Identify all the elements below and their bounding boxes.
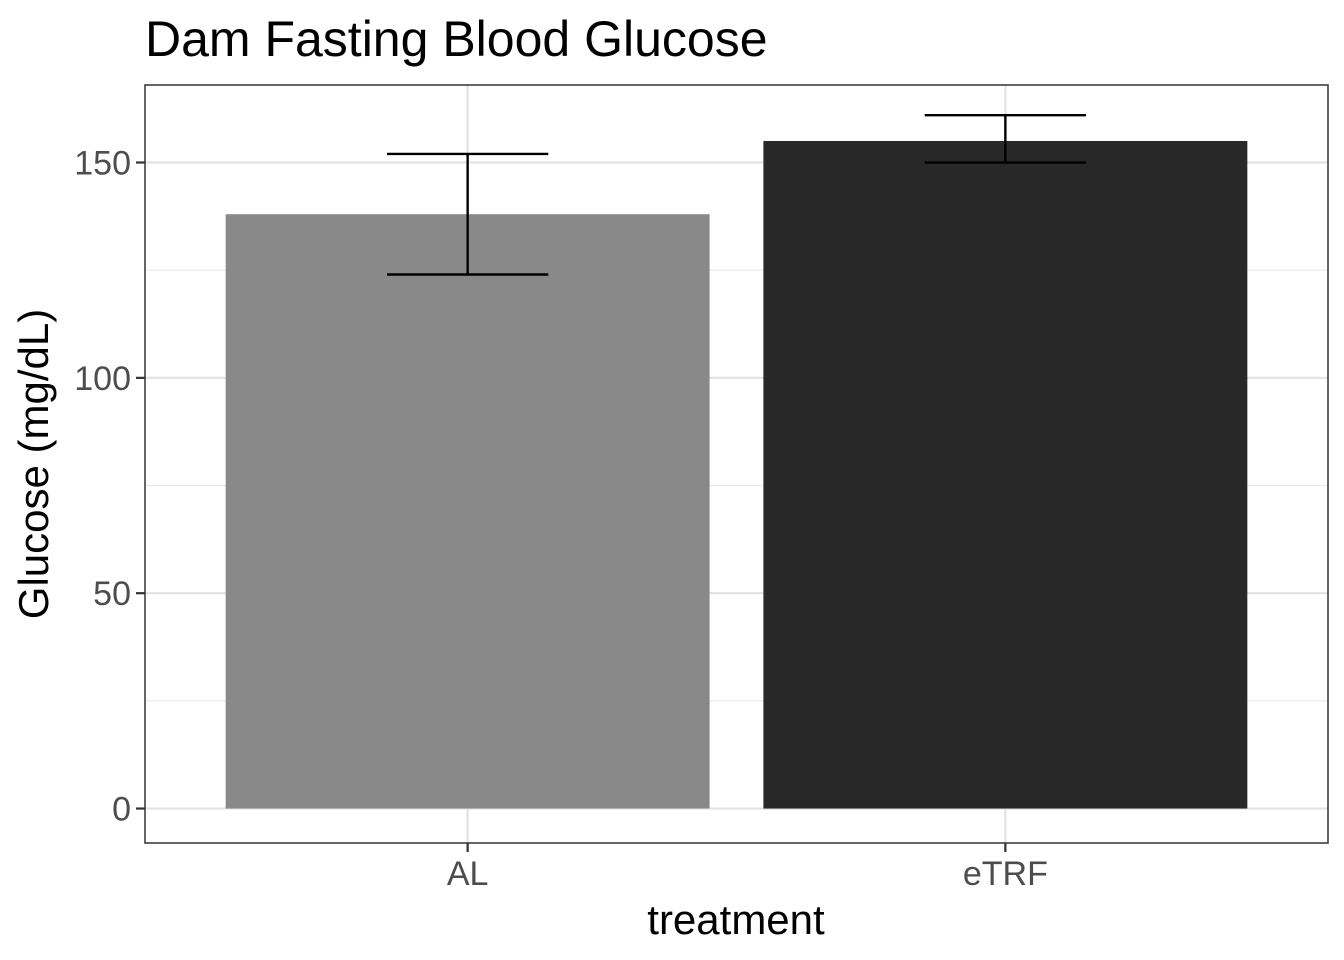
error-bar-al <box>386 152 549 276</box>
y-axis: 0 50 100 150 <box>74 145 145 829</box>
chart-title: Dam Fasting Blood Glucose <box>145 11 768 67</box>
x-axis: AL eTRF <box>447 843 1048 893</box>
y-tick-label: 0 <box>112 791 131 829</box>
x-tick-label: eTRF <box>963 855 1048 893</box>
x-tick-label: AL <box>447 855 489 893</box>
y-tick-label: 150 <box>74 145 131 183</box>
error-bars <box>386 113 1087 276</box>
bar-etrf <box>763 140 1248 809</box>
y-tick-label: 100 <box>74 360 131 398</box>
y-tick-label: 50 <box>93 575 131 613</box>
error-bar-etrf <box>924 113 1087 164</box>
y-axis-title: Glucose (mg/dL) <box>10 309 57 619</box>
bars <box>225 140 1248 809</box>
x-axis-title: treatment <box>647 896 825 943</box>
bar-al <box>225 214 710 809</box>
plot-panel-border <box>144 84 1329 844</box>
